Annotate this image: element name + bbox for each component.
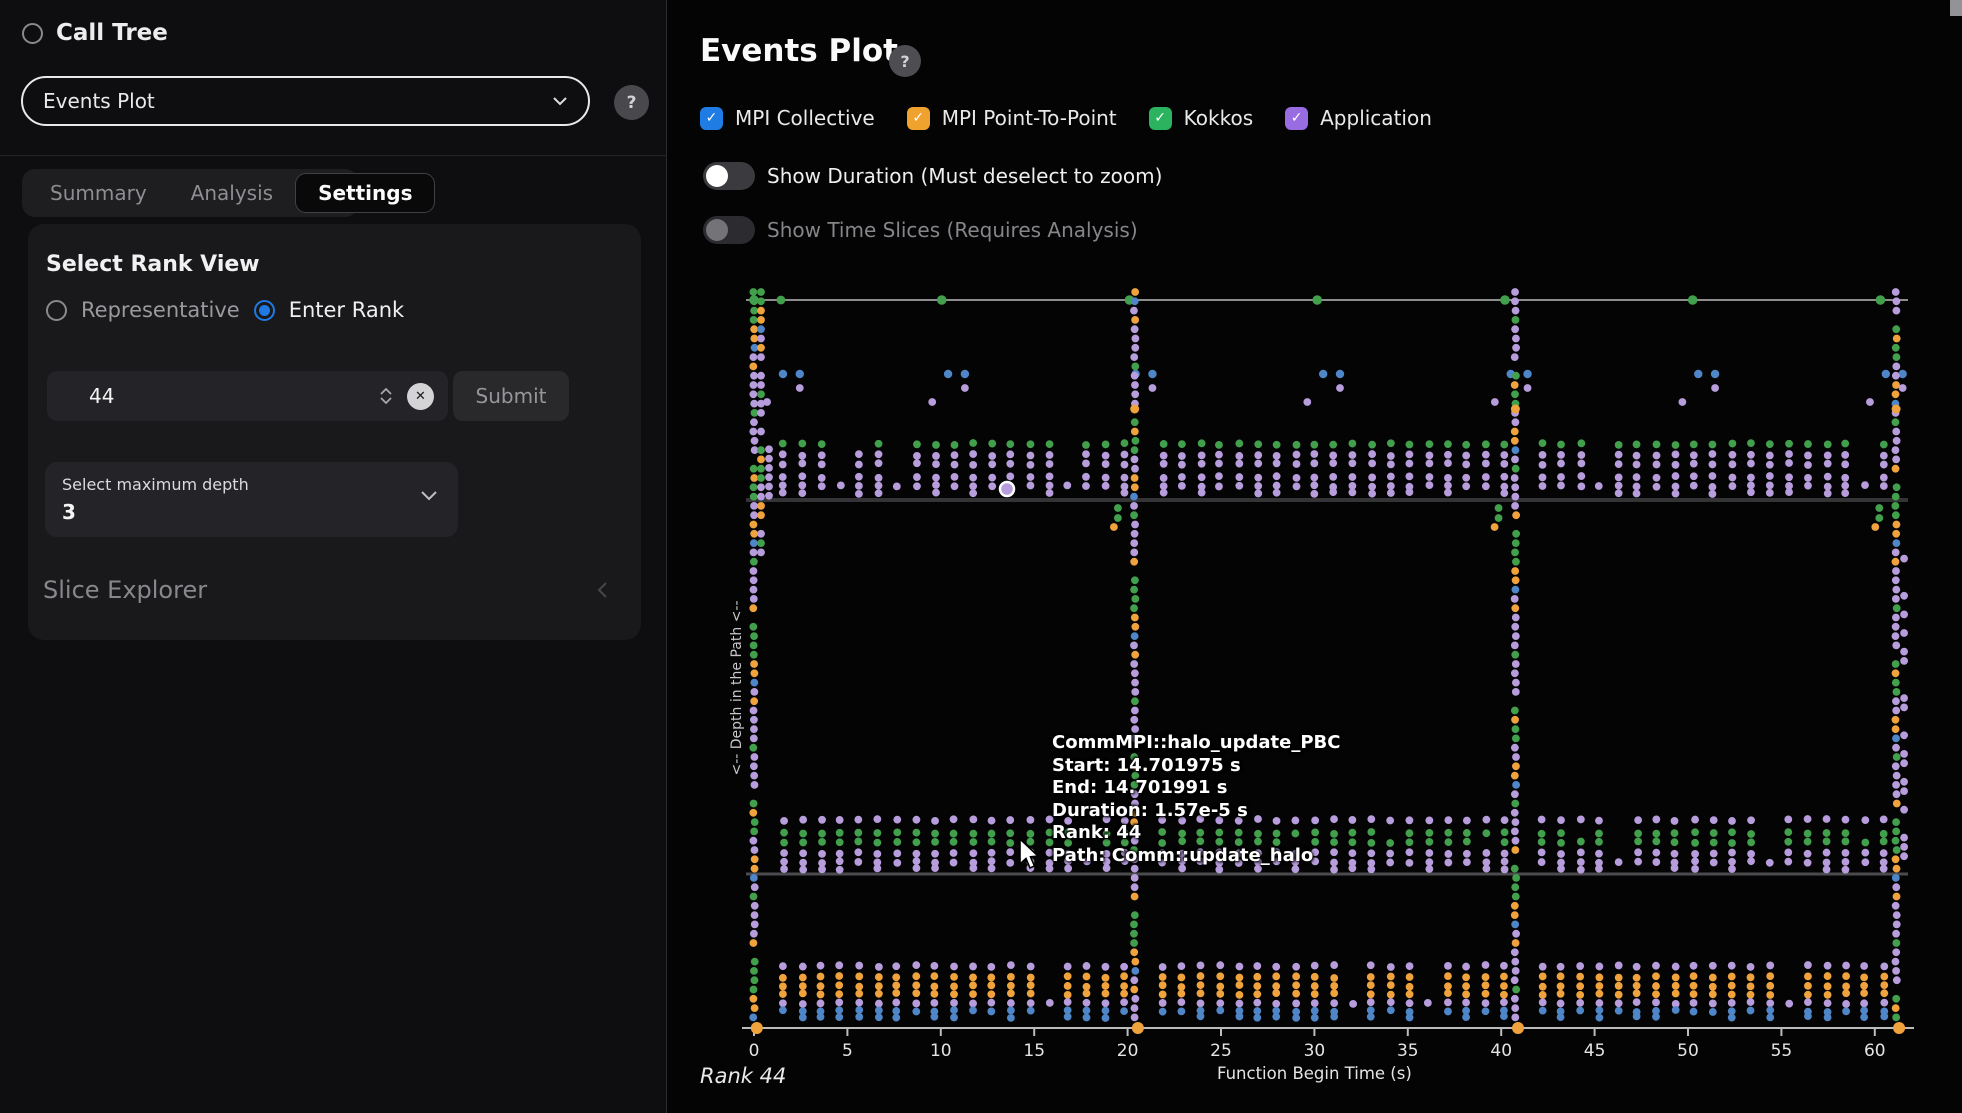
svg-text:40: 40: [1490, 1041, 1512, 1061]
legend-item-kokkos[interactable]: ✓ Kokkos: [1148, 106, 1254, 130]
slice-explorer-label: Slice Explorer: [43, 576, 208, 604]
view-select[interactable]: Events Plot: [21, 76, 590, 126]
representative-radio[interactable]: [46, 299, 67, 321]
chevron-down-icon: [421, 491, 437, 501]
rank-input-value: 44: [89, 384, 115, 408]
divider: [0, 155, 667, 156]
scrollbar-thumb[interactable]: [1950, 0, 1962, 16]
checkbox-checked-icon[interactable]: ✓: [700, 106, 723, 130]
call-tree-radio-icon[interactable]: [22, 22, 43, 44]
tab-summary[interactable]: Summary: [50, 181, 147, 205]
show-duration-toggle[interactable]: Show Duration (Must deselect to zoom): [703, 162, 1162, 190]
checkbox-checked-icon[interactable]: ✓: [1285, 106, 1309, 130]
view-select-value: Events Plot: [43, 89, 155, 113]
tooltip-path: Path: Comm::update_halo: [1052, 844, 1314, 866]
chevron-down-icon: [380, 397, 392, 404]
legend: ✓ MPI Collective ✓ MPI Point-To-Point ✓ …: [700, 106, 1464, 130]
chevron-up-icon: [380, 388, 392, 395]
toggle-track[interactable]: [703, 162, 755, 190]
toggle-knob[interactable]: [706, 219, 728, 241]
chevron-down-icon: [553, 97, 567, 106]
svg-text:50: 50: [1677, 1041, 1699, 1061]
tab-bar: Summary Analysis Settings: [22, 169, 436, 217]
chevron-left-icon: [597, 582, 607, 598]
legend-item-mpi-collective[interactable]: ✓ MPI Collective: [700, 106, 875, 130]
sidebar: Call Tree Events Plot ? Summary Analysis…: [0, 0, 667, 1113]
legend-item-mpi-point-to-point[interactable]: ✓ MPI Point-To-Point: [906, 106, 1117, 130]
toggle-label: Show Duration (Must deselect to zoom): [767, 164, 1163, 188]
tooltip-function-name: CommMPI::halo_update_PBC: [1052, 732, 1341, 753]
clear-input-button[interactable]: ✕: [407, 382, 434, 410]
checkbox-checked-icon[interactable]: ✓: [1148, 106, 1172, 130]
representative-label[interactable]: Representative: [81, 298, 240, 322]
legend-label: MPI Point-To-Point: [941, 106, 1117, 130]
call-tree-label: Call Tree: [56, 20, 168, 46]
svg-text:Function Begin Time (s): Function Begin Time (s): [1217, 1064, 1412, 1083]
enter-rank-radio[interactable]: [253, 299, 275, 321]
plot-tooltip: CommMPI::halo_update_PBC Start: 14.70197…: [1052, 732, 1340, 868]
svg-text:60: 60: [1864, 1041, 1886, 1061]
max-depth-select[interactable]: Select maximum depth 3: [45, 462, 458, 537]
rank-view-options: Representative Enter Rank: [46, 298, 426, 322]
page-title: Events Plot: [700, 33, 899, 69]
mouse-cursor-icon: [1019, 838, 1040, 870]
svg-text:10: 10: [930, 1041, 952, 1061]
tooltip-end: End: 14.701991 s: [1052, 777, 1228, 799]
svg-text:20: 20: [1117, 1041, 1139, 1061]
help-button[interactable]: ?: [614, 85, 649, 120]
rank-number-input[interactable]: 44 ✕: [47, 371, 448, 421]
rank-caption: Rank 44: [700, 1064, 787, 1088]
call-tree-option[interactable]: Call Tree: [22, 20, 168, 46]
legend-item-application[interactable]: ✓ Application: [1285, 106, 1432, 130]
svg-text:30: 30: [1304, 1041, 1326, 1061]
y-axis-label: <-- Depth in the Path <--: [729, 600, 745, 776]
checkbox-checked-icon[interactable]: ✓: [906, 106, 930, 130]
submit-button[interactable]: Submit: [453, 371, 569, 421]
toggle-label: Show Time Slices (Requires Analysis): [767, 218, 1138, 242]
legend-label: Application: [1320, 106, 1432, 130]
tooltip-start: Start: 14.701975 s: [1052, 754, 1241, 776]
legend-label: Kokkos: [1183, 106, 1254, 130]
max-depth-value: 3: [62, 500, 76, 524]
legend-label: MPI Collective: [735, 106, 875, 130]
svg-text:0: 0: [749, 1041, 760, 1061]
show-time-slices-toggle[interactable]: Show Time Slices (Requires Analysis): [703, 216, 1138, 244]
tab-analysis[interactable]: Analysis: [190, 181, 274, 205]
svg-text:5: 5: [842, 1041, 853, 1061]
rank-view-title: Select Rank View: [46, 252, 260, 277]
tooltip-duration: Duration: 1.57e-5 s: [1052, 799, 1248, 821]
svg-text:25: 25: [1210, 1041, 1232, 1061]
rank-view-card: Select Rank View Representative Enter Ra…: [28, 224, 641, 640]
tooltip-rank: Rank: 44: [1052, 822, 1142, 844]
svg-text:15: 15: [1023, 1041, 1045, 1061]
tab-settings[interactable]: Settings: [295, 173, 436, 213]
toggle-track[interactable]: [703, 216, 755, 244]
plot-help-button[interactable]: ?: [889, 45, 921, 77]
enter-rank-label[interactable]: Enter Rank: [288, 298, 405, 322]
max-depth-label: Select maximum depth: [62, 475, 249, 494]
svg-text:55: 55: [1771, 1041, 1793, 1061]
svg-text:45: 45: [1584, 1041, 1606, 1061]
toggle-knob[interactable]: [706, 165, 728, 187]
number-stepper[interactable]: [375, 388, 397, 404]
svg-text:35: 35: [1397, 1041, 1419, 1061]
slice-explorer-section[interactable]: Slice Explorer: [43, 576, 626, 604]
